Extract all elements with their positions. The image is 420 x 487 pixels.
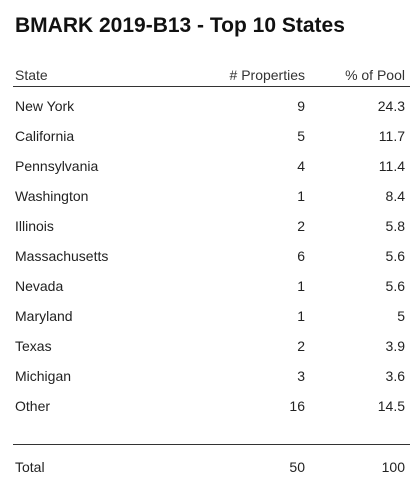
state-cell: Nevada: [15, 278, 64, 294]
properties-cell: 1: [297, 278, 305, 294]
header-divider: [13, 86, 410, 87]
page-title: BMARK 2019-B13 - Top 10 States: [15, 14, 345, 37]
table-row: Other 16 14.5: [15, 396, 405, 416]
table-row: Massachusetts 6 5.6: [15, 246, 405, 266]
properties-cell: 2: [297, 218, 305, 234]
state-cell: Texas: [15, 338, 52, 354]
column-header-properties: # Properties: [229, 67, 305, 83]
pool-cell: 5.6: [385, 278, 405, 294]
state-cell: Illinois: [15, 218, 54, 234]
properties-cell: 3: [297, 368, 305, 384]
pool-cell: 3.6: [385, 368, 405, 384]
pool-cell: 11.7: [378, 128, 405, 144]
state-cell: Maryland: [15, 308, 73, 324]
column-header-state: State: [15, 67, 48, 83]
total-row: Total 50 100: [15, 457, 405, 477]
table-row: Washington 1 8.4: [15, 186, 405, 206]
pool-cell: 3.9: [385, 338, 405, 354]
state-cell: Michigan: [15, 368, 72, 384]
properties-cell: 9: [297, 98, 305, 114]
table-row: Maryland 1 5: [15, 306, 405, 326]
table-row: California 5 11.7: [15, 126, 405, 146]
column-header-pool: % of Pool: [345, 67, 405, 83]
pool-cell: 24.3: [377, 98, 405, 114]
table-row: Texas 2 3.9: [15, 336, 405, 356]
table-row: Michigan 3 3.6: [15, 366, 405, 386]
table-row: Pennsylvania 4 11.4: [15, 156, 405, 176]
state-cell: Other: [15, 398, 51, 414]
table-row: Illinois 2 5.8: [15, 216, 405, 236]
pool-cell: 5.8: [385, 218, 405, 234]
table-row: New York 9 24.3: [15, 96, 405, 116]
state-cell: Washington: [15, 188, 89, 204]
pool-cell: 14.5: [377, 398, 405, 414]
state-cell: Pennsylvania: [15, 158, 99, 174]
properties-cell: 6: [297, 248, 305, 264]
total-pool: 100: [381, 459, 405, 475]
pool-cell: 8.4: [385, 188, 405, 204]
state-cell: California: [15, 128, 75, 144]
properties-cell: 1: [297, 308, 305, 324]
properties-cell: 16: [289, 398, 305, 414]
properties-cell: 2: [297, 338, 305, 354]
total-label: Total: [15, 459, 45, 475]
properties-cell: 5: [297, 128, 305, 144]
total-properties: 50: [289, 459, 305, 475]
properties-cell: 1: [297, 188, 305, 204]
pool-cell: 5: [397, 308, 405, 324]
state-cell: New York: [15, 98, 75, 114]
total-divider: [13, 444, 410, 445]
state-cell: Massachusetts: [15, 248, 109, 264]
properties-cell: 4: [297, 158, 305, 174]
table-row: Nevada 1 5.6: [15, 276, 405, 296]
pool-cell: 11.4: [378, 158, 405, 174]
pool-cell: 5.6: [385, 248, 405, 264]
table-header: State # Properties % of Pool: [15, 65, 405, 85]
